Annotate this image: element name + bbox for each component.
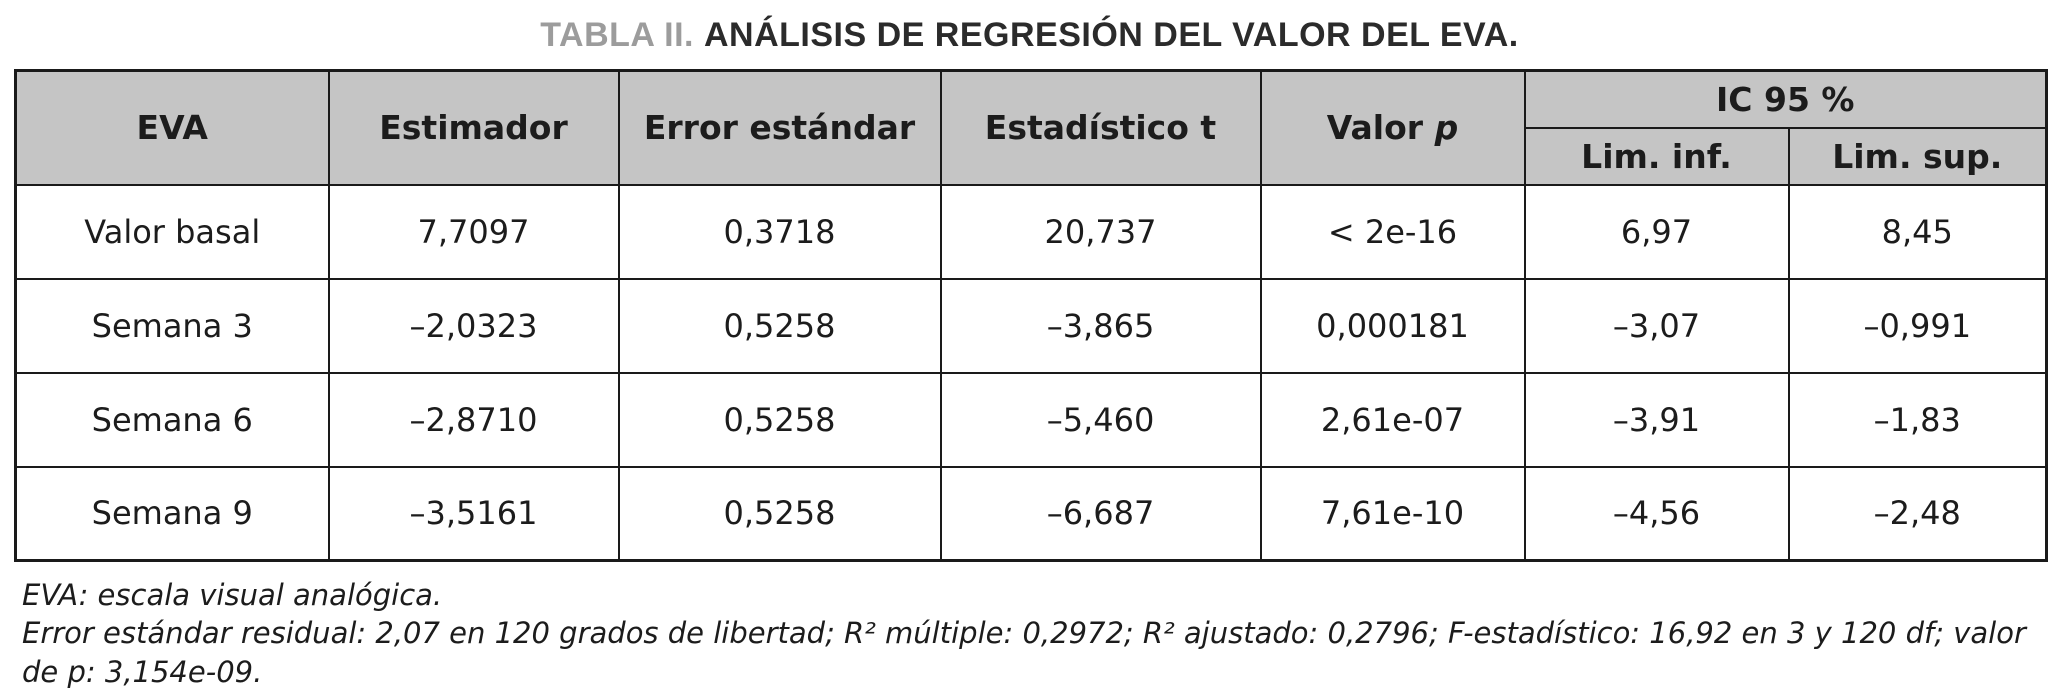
- col-header-ic95: IC 95 %: [1523, 69, 2048, 129]
- table-row-semana-3: Semana 3 –2,0323 0,5258 –3,865 0,000181 …: [14, 277, 2048, 374]
- cell-error: 0,5258: [617, 371, 942, 468]
- col-header-valor-p: Valor p: [1259, 69, 1526, 186]
- cell-lim-inf: 6,97: [1523, 183, 1790, 280]
- cell-lim-sup: –0,991: [1787, 277, 2048, 374]
- cell-estimador: 7,7097: [327, 183, 620, 280]
- cell-p: 0,000181: [1259, 277, 1526, 374]
- table-body: Valor basal 7,7097 0,3718 20,737 < 2e-16…: [14, 183, 2048, 562]
- cell-estimador: –2,8710: [327, 371, 620, 468]
- cell-lim-inf: –3,07: [1523, 277, 1790, 374]
- cell-eva: Semana 9: [14, 465, 330, 562]
- col-header-lim-sup: Lim. sup.: [1787, 126, 2048, 186]
- cell-t: –6,687: [939, 465, 1262, 562]
- cell-lim-sup: –1,83: [1787, 371, 2048, 468]
- cell-error: 0,3718: [617, 183, 942, 280]
- cell-estimador: –2,0323: [327, 277, 620, 374]
- cell-t: –5,460: [939, 371, 1262, 468]
- valor-p-prefix: Valor: [1326, 108, 1424, 148]
- cell-lim-inf: –4,56: [1523, 465, 1790, 562]
- header-row-1: EVA Estimador Error estándar Estadístico…: [14, 69, 2048, 186]
- cell-p: 7,61e-10: [1259, 465, 1526, 562]
- col-header-lim-inf: Lim. inf.: [1523, 126, 1790, 186]
- cell-eva: Semana 6: [14, 371, 330, 468]
- table-row-semana-9: Semana 9 –3,5161 0,5258 –6,687 7,61e-10 …: [14, 465, 2048, 562]
- footnote-eva-abbrev: EVA: escala visual analógica.: [22, 578, 443, 612]
- table-number-label: TABLA II.: [540, 16, 694, 54]
- footnote-regression-stats: Error estándar residual: 2,07 en 120 gra…: [22, 616, 2026, 689]
- table-header: EVA Estimador Error estándar Estadístico…: [14, 69, 2048, 186]
- col-header-eva: EVA: [14, 69, 330, 186]
- cell-eva: Semana 3: [14, 277, 330, 374]
- cell-lim-sup: –2,48: [1787, 465, 2048, 562]
- regression-table: EVA Estimador Error estándar Estadístico…: [14, 69, 2048, 562]
- table-title: TABLA II. ANÁLISIS DE REGRESIÓN DEL VALOR…: [0, 0, 2059, 55]
- cell-p: 2,61e-07: [1259, 371, 1526, 468]
- header-row-2: Lim. inf. Lim. sup.: [16, 126, 2048, 186]
- cell-t: 20,737: [939, 183, 1262, 280]
- cell-error: 0,5258: [617, 277, 942, 374]
- footnotes: EVA: escala visual analógica. Error está…: [22, 576, 2039, 691]
- cell-lim-sup: 8,45: [1787, 183, 2048, 280]
- cell-lim-inf: –3,91: [1523, 371, 1790, 468]
- p-symbol: p: [1434, 108, 1459, 148]
- table-row-valor-basal: Valor basal 7,7097 0,3718 20,737 < 2e-16…: [14, 183, 2048, 280]
- cell-t: –3,865: [939, 277, 1262, 374]
- cell-p: < 2e-16: [1259, 183, 1526, 280]
- col-header-error-estandar: Error estándar: [617, 69, 942, 186]
- cell-eva: Valor basal: [14, 183, 330, 280]
- cell-error: 0,5258: [617, 465, 942, 562]
- col-header-estadistico-t: Estadístico t: [939, 69, 1262, 186]
- col-header-estimador: Estimador: [327, 69, 620, 186]
- table-title-text: ANÁLISIS DE REGRESIÓN DEL VALOR DEL EVA.: [704, 16, 1519, 54]
- cell-estimador: –3,5161: [327, 465, 620, 562]
- table-row-semana-6: Semana 6 –2,8710 0,5258 –5,460 2,61e-07 …: [14, 371, 2048, 468]
